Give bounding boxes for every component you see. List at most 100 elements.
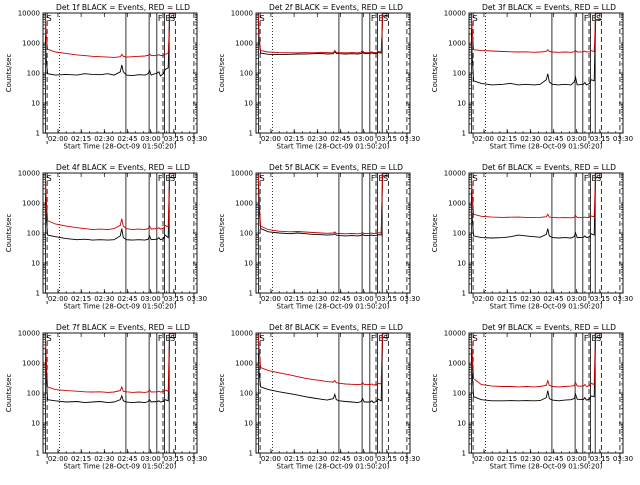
x-tick-label: 02:30 [307, 455, 327, 463]
x-tick-label: 03:00 [354, 135, 374, 143]
x-axis-label: Start Time (28-Oct-09 01:50:20) [490, 463, 603, 471]
y-tick-label: 10 [31, 260, 40, 268]
x-tick-label: 02:45 [117, 295, 137, 303]
y-tick-label: 100 [453, 390, 466, 398]
x-axis-label: Start Time (28-Oct-09 01:50:20) [277, 303, 390, 311]
events-series-line [45, 337, 176, 404]
x-tick-label: 03:00 [141, 295, 161, 303]
chart-panel-6: Det 6f BLACK = Events, RED = LLD Counts/s… [431, 163, 633, 311]
x-tick-label: 02:00 [261, 135, 281, 143]
x-tick-label: 02:45 [543, 455, 563, 463]
x-tick-label: 03:15 [377, 295, 397, 303]
marker-label: S [170, 334, 175, 343]
marker-label: E [379, 14, 384, 23]
marker-label: S [383, 174, 388, 183]
x-tick-label: 03:00 [354, 455, 374, 463]
y-axis-label: Counts/sec [5, 374, 13, 413]
y-tick-label: 1 [36, 290, 40, 298]
y-tick-label: 1000 [448, 40, 466, 48]
x-tick-label: 03:15 [164, 135, 184, 143]
x-tick-label: 03:30 [400, 455, 420, 463]
x-tick-label: 02:45 [117, 455, 137, 463]
x-tick-label: 03:00 [567, 455, 587, 463]
x-tick-label: 03:15 [377, 135, 397, 143]
x-tick-label: 02:00 [48, 455, 68, 463]
events-series-line [258, 175, 389, 237]
marker-label: F [158, 334, 163, 343]
y-tick-label: 100 [453, 70, 466, 78]
marker-label: S [47, 174, 52, 183]
chart-panel-5: Det 5f BLACK = Events, RED = LLD Counts/s… [218, 163, 420, 311]
y-tick-label: 1000 [235, 40, 253, 48]
y-tick-label: 1 [462, 290, 466, 298]
chart-title: Det 6f BLACK = Events, RED = LLD [482, 163, 616, 172]
x-tick-label: 02:45 [543, 135, 563, 143]
y-tick-label: 1 [249, 130, 253, 138]
marker-label: S [260, 174, 265, 183]
chart-title: Det 1f BLACK = Events, RED = LLD [56, 3, 190, 12]
y-tick-label: 1 [36, 130, 40, 138]
y-tick-label: 10 [457, 420, 466, 428]
marker-label: S [596, 174, 601, 183]
plot-frame [255, 172, 411, 294]
marker-label: F [371, 334, 376, 343]
x-tick-label: 02:00 [261, 295, 281, 303]
y-tick-label: 10000 [444, 330, 466, 338]
x-tick-label: 03:00 [354, 295, 374, 303]
marker-label: S [47, 14, 52, 23]
x-tick-label: 02:30 [520, 455, 540, 463]
x-tick-label: 02:30 [94, 135, 114, 143]
y-tick-label: 10000 [231, 330, 253, 338]
x-tick-label: 02:15 [284, 455, 304, 463]
chart-panel-4: Det 4f BLACK = Events, RED = LLD Counts/s… [5, 163, 207, 311]
plot-frame [255, 12, 411, 134]
x-tick-label: 03:30 [187, 135, 207, 143]
marker-label: F [371, 14, 376, 23]
x-tick-label: 03:30 [613, 455, 633, 463]
x-tick-label: 02:45 [117, 135, 137, 143]
marker-label: E [379, 334, 384, 343]
y-tick-label: 100 [27, 390, 40, 398]
x-tick-label: 02:30 [94, 455, 114, 463]
y-tick-label: 1000 [235, 200, 253, 208]
marker-label: E [166, 14, 171, 23]
events-series-line [45, 177, 176, 241]
marker-label: F [158, 14, 163, 23]
x-tick-label: 02:00 [48, 135, 68, 143]
y-tick-label: 10 [457, 100, 466, 108]
marker-label: S [47, 334, 52, 343]
y-axis-label: Counts/sec [431, 54, 439, 93]
marker-label: S [170, 174, 175, 183]
x-tick-label: 02:45 [330, 135, 350, 143]
x-tick-label: 02:00 [474, 135, 494, 143]
x-tick-label: 02:15 [71, 455, 91, 463]
lld-series-line [258, 13, 389, 54]
chart-title: Det 8f BLACK = Events, RED = LLD [269, 323, 403, 332]
plot-frame [468, 12, 624, 134]
events-series-line [258, 15, 389, 56]
y-tick-label: 10 [31, 420, 40, 428]
y-tick-label: 1 [36, 450, 40, 458]
x-tick-label: 02:45 [330, 295, 350, 303]
x-tick-label: 03:15 [377, 455, 397, 463]
chart-panel-2: Det 2f BLACK = Events, RED = LLD Counts/s… [218, 3, 420, 151]
y-tick-label: 1 [462, 130, 466, 138]
x-tick-label: 02:00 [474, 455, 494, 463]
y-axis-label: Counts/sec [431, 374, 439, 413]
lld-series-line [471, 333, 602, 388]
y-tick-label: 10000 [231, 170, 253, 178]
x-tick-label: 02:45 [330, 455, 350, 463]
x-tick-label: 03:30 [400, 295, 420, 303]
y-tick-label: 10000 [444, 10, 466, 18]
marker-label: F [584, 174, 589, 183]
chart-panel-3: Det 3f BLACK = Events, RED = LLD Counts/s… [431, 3, 633, 151]
plot-frame [468, 332, 624, 454]
x-tick-label: 02:30 [307, 295, 327, 303]
chart-title: Det 5f BLACK = Events, RED = LLD [269, 163, 403, 172]
chart-panel-1: Det 1f BLACK = Events, RED = LLD Counts/s… [5, 3, 207, 151]
marker-label: F [158, 174, 163, 183]
x-tick-label: 02:15 [284, 135, 304, 143]
y-tick-label: 10 [457, 260, 466, 268]
